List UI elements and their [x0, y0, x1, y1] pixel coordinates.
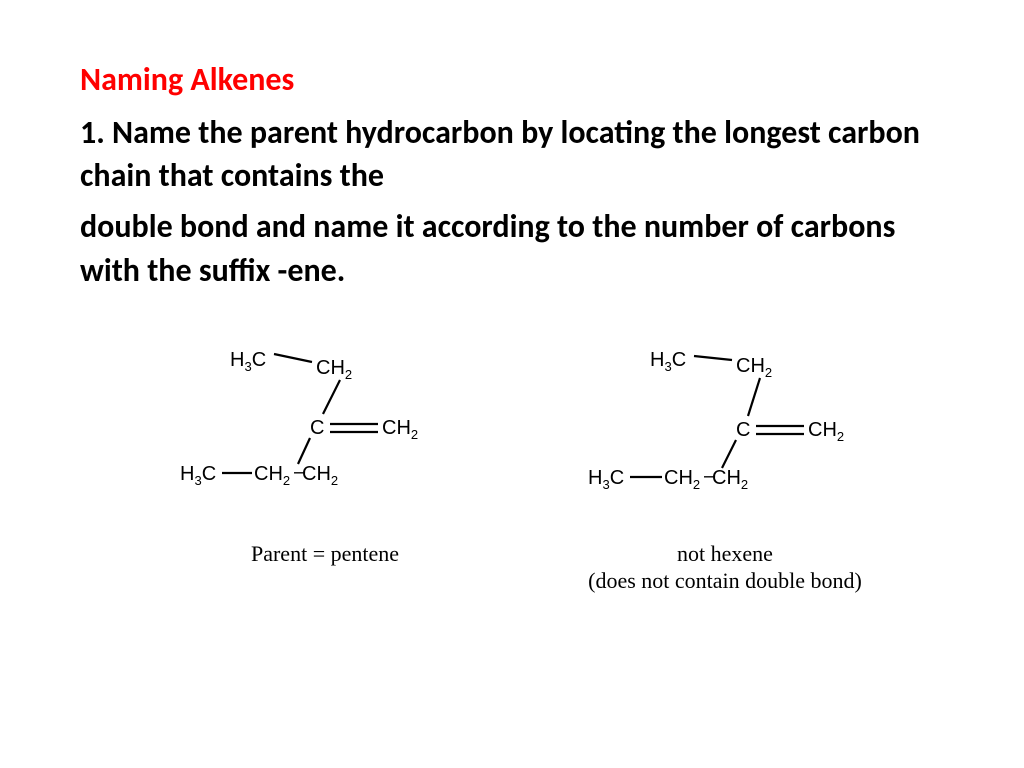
svg-text:C: C	[310, 417, 324, 439]
molecule-not-hexene: H3C CH2 C CH2 H3C CH2 – CH2	[580, 342, 870, 595]
molecule-pentene: H3C CH2 C CH2 H3C CH2 –	[180, 342, 470, 595]
caption-pentene-l1: Parent = pentene	[251, 541, 399, 566]
svg-text:CH2: CH2	[736, 355, 772, 380]
svg-text:CH2: CH2	[664, 467, 700, 492]
svg-text:H3C: H3C	[180, 463, 216, 488]
caption-not-hexene-l2: (does not contain double bond)	[588, 568, 862, 593]
svg-text:CH2: CH2	[382, 417, 418, 442]
caption-not-hexene-l1: not hexene	[677, 541, 773, 566]
svg-text:H3C: H3C	[650, 349, 686, 374]
rule-paragraph-1: 1. Name the parent hydrocarbon by locati…	[80, 111, 944, 197]
caption-pentene: Parent = pentene	[251, 540, 399, 568]
svg-text:CH2: CH2	[254, 463, 290, 488]
svg-text:H3C: H3C	[588, 467, 624, 492]
svg-text:CH2: CH2	[712, 467, 748, 492]
svg-text:C: C	[736, 419, 750, 441]
title-text: Naming Alkenes	[80, 60, 294, 99]
rule-paragraph-2: double bond and name it according to the…	[80, 205, 944, 291]
svg-text:CH2: CH2	[302, 463, 338, 488]
molecule-pentene-structure: H3C CH2 C CH2 H3C CH2 –	[180, 342, 470, 512]
molecule-not-hexene-structure: H3C CH2 C CH2 H3C CH2 – CH2	[580, 342, 870, 512]
svg-text:CH2: CH2	[808, 419, 844, 444]
svg-text:CH2: CH2	[316, 357, 352, 382]
slide-title: Naming Alkenes	[80, 60, 944, 99]
caption-not-hexene: not hexene (does not contain double bond…	[588, 540, 862, 595]
molecule-diagram-row: H3C CH2 C CH2 H3C CH2 –	[80, 342, 944, 595]
svg-text:H3C: H3C	[230, 349, 266, 374]
